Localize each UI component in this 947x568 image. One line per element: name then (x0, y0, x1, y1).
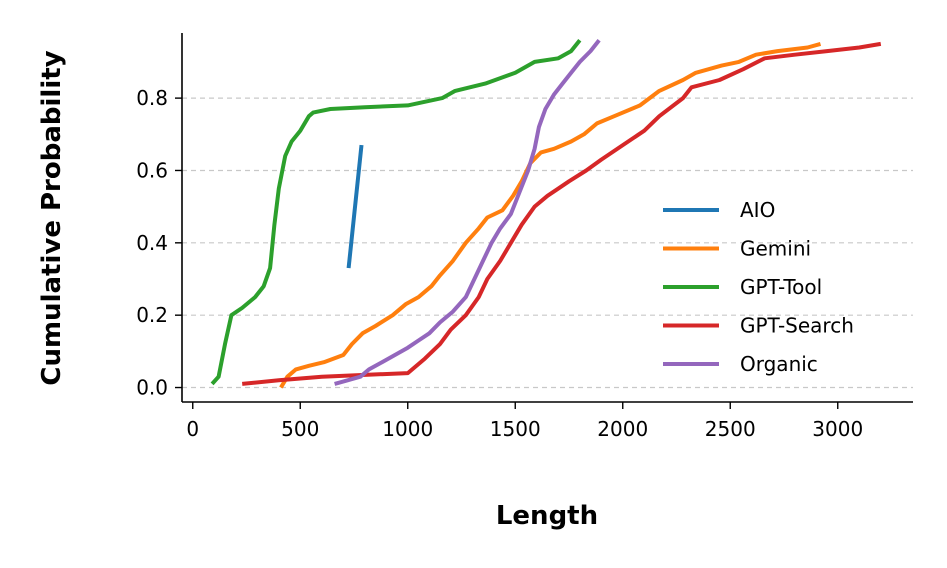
legend-label-organic: Organic (740, 352, 818, 376)
legend-label-gpt-search: GPT-Search (740, 314, 854, 338)
x-tick-label-0: 0 (186, 417, 199, 441)
x-tick-label-1: 500 (281, 417, 319, 441)
y-tick-label-4: 0.8 (136, 86, 168, 110)
x-ticks: 0 500 1000 1500 2000 2500 3000 (186, 402, 863, 441)
y-tick-label-1: 0.2 (136, 303, 168, 327)
y-axis-label: Cumulative Probability (37, 50, 67, 385)
series-line-aio (346, 144, 364, 269)
legend: AIO Gemini GPT-Tool GPT-Search Organic (663, 198, 854, 376)
y-ticks: 0.0 0.2 0.4 0.6 0.8 (136, 86, 182, 400)
legend-label-gpt-tool: GPT-Tool (740, 275, 822, 299)
grid-lines (182, 97, 913, 389)
legend-label-aio: AIO (740, 198, 775, 222)
legend-label-gemini: Gemini (740, 237, 811, 261)
series-line-organic (334, 38, 601, 386)
x-tick-label-4: 2000 (597, 417, 648, 441)
y-tick-label-3: 0.6 (136, 158, 168, 182)
y-tick-label-0: 0.0 (136, 376, 168, 400)
series-line-gpt-search (242, 41, 882, 386)
series-line-gemini (279, 41, 822, 389)
series-lines (210, 38, 882, 389)
x-tick-label-5: 2500 (705, 417, 756, 441)
axes (181, 33, 913, 403)
x-axis-label: Length (496, 501, 598, 531)
x-tick-label-6: 3000 (812, 417, 863, 441)
y-tick-label-2: 0.4 (136, 231, 168, 255)
series-line-gpt-tool (210, 38, 582, 386)
x-tick-label-2: 1000 (382, 417, 433, 441)
x-tick-label-3: 1500 (490, 417, 541, 441)
